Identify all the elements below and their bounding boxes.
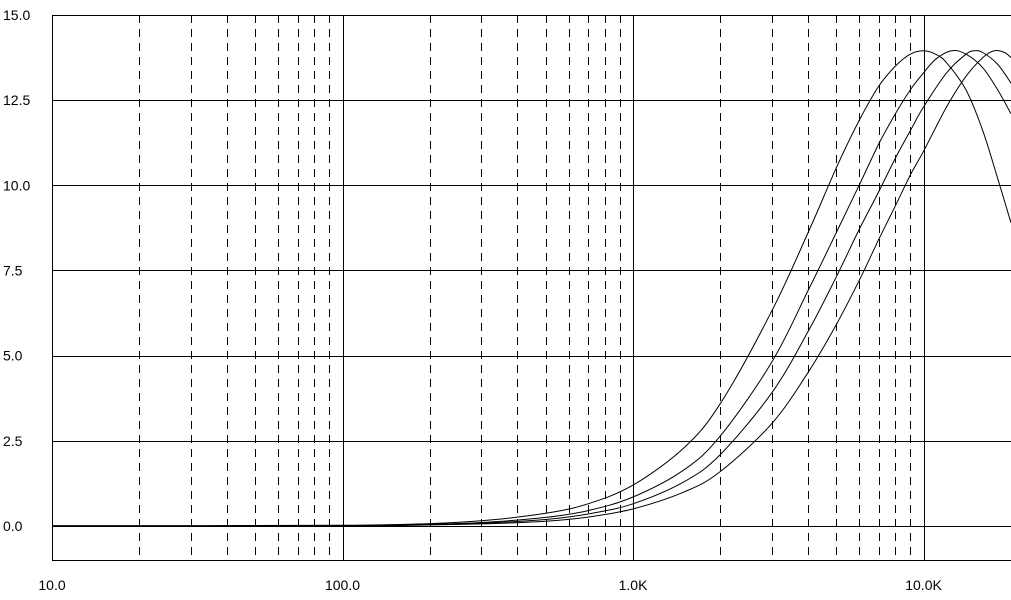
x-tick-label: 10.0K (905, 577, 942, 593)
y-tick-label: 5.0 (3, 348, 23, 364)
series-group (51, 50, 1011, 527)
grid (52, 15, 1011, 560)
x-tick-label: 100.0 (325, 577, 360, 593)
y-tick-labels: 0.0 2.5 5.0 7.5 10.0 12.5 15.0 (3, 7, 30, 534)
y-tick-label: 15.0 (3, 7, 30, 23)
y-tick-label: 7.5 (3, 262, 23, 278)
series-line-3 (51, 50, 1011, 527)
y-tick-label: 10.0 (3, 177, 30, 193)
plot-frame (52, 15, 1011, 561)
y-tick-label: 0.0 (3, 518, 23, 534)
series-line-4 (51, 50, 1011, 527)
y-tick-label: 2.5 (3, 433, 23, 449)
series-line-1 (51, 50, 1011, 527)
x-tick-label: 1.0K (619, 577, 648, 593)
series-line-2 (51, 50, 1011, 527)
x-tick-labels: 10.0 100.0 1.0K 10.0K (38, 577, 942, 593)
y-tick-label: 12.5 (3, 92, 30, 108)
x-tick-label: 10.0 (38, 577, 65, 593)
